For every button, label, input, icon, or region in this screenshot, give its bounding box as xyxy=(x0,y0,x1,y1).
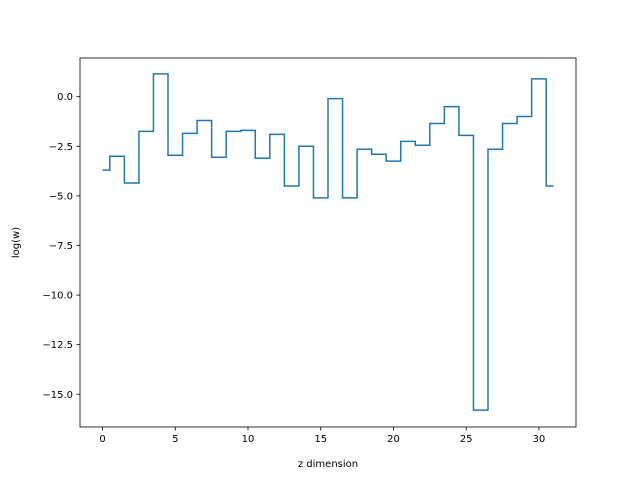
y-axis-label: log(w) xyxy=(11,227,22,258)
y-tick-label: −5.0 xyxy=(49,191,73,202)
x-axis: 0 5 10 15 20 25 30 xyxy=(99,427,545,445)
x-tick-label: 0 xyxy=(99,434,105,445)
y-tick-label: −7.5 xyxy=(49,241,73,252)
series-line-0 xyxy=(102,73,554,411)
x-axis-label: z dimension xyxy=(298,459,358,470)
plot-frame xyxy=(79,57,577,428)
x-tick-label: 15 xyxy=(314,434,327,445)
x-tick-label: 30 xyxy=(533,434,546,445)
x-tick-label: 5 xyxy=(172,434,178,445)
y-tick-label: −12.5 xyxy=(42,340,73,351)
y-tick-label: −10.0 xyxy=(42,291,73,302)
y-tick-label: −2.5 xyxy=(49,142,73,153)
x-tick-label: 25 xyxy=(460,434,473,445)
y-axis: 0.0 −2.5 −5.0 −7.5 −10.0 −12.5 −15.0 xyxy=(42,92,80,401)
y-tick-label: −15.0 xyxy=(42,390,73,401)
x-tick-label: 20 xyxy=(387,434,400,445)
x-tick-label: 10 xyxy=(242,434,255,445)
y-tick-label: 0.0 xyxy=(57,92,73,103)
plot-area xyxy=(102,73,554,411)
